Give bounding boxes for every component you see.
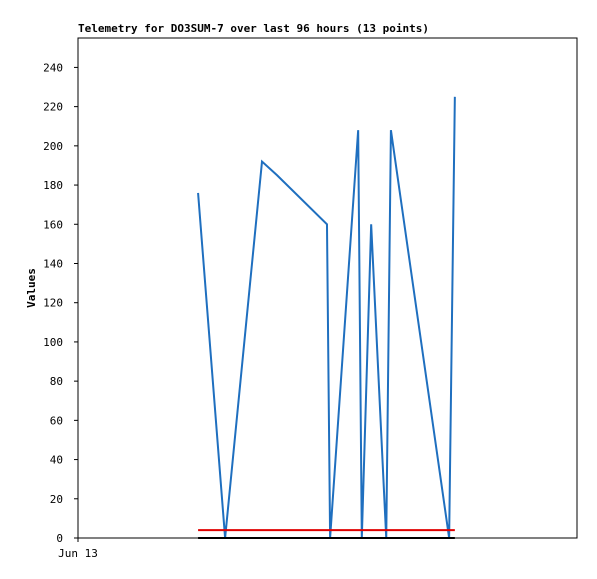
y-tick-label: 160 xyxy=(43,218,63,231)
y-tick-label: 20 xyxy=(50,493,63,506)
y-tick-label: 140 xyxy=(43,257,63,270)
y-tick-label: 220 xyxy=(43,101,63,114)
x-tick-label: Jun 13 xyxy=(58,547,98,560)
y-tick-label: 40 xyxy=(50,454,63,467)
y-tick-label: 180 xyxy=(43,179,63,192)
chart-title: Telemetry for DO3SUM-7 over last 96 hour… xyxy=(78,22,429,35)
series-line xyxy=(197,96,456,539)
y-tick-label: 200 xyxy=(43,140,63,153)
y-axis-label: Values xyxy=(25,268,38,308)
y-tick-label: 240 xyxy=(43,61,63,74)
y-tick-label: 60 xyxy=(50,414,63,427)
y-tick-label: 0 xyxy=(56,532,63,545)
y-tick-label: 80 xyxy=(50,375,63,388)
y-tick-label: 100 xyxy=(43,336,63,349)
y-tick-label: 120 xyxy=(43,297,63,310)
